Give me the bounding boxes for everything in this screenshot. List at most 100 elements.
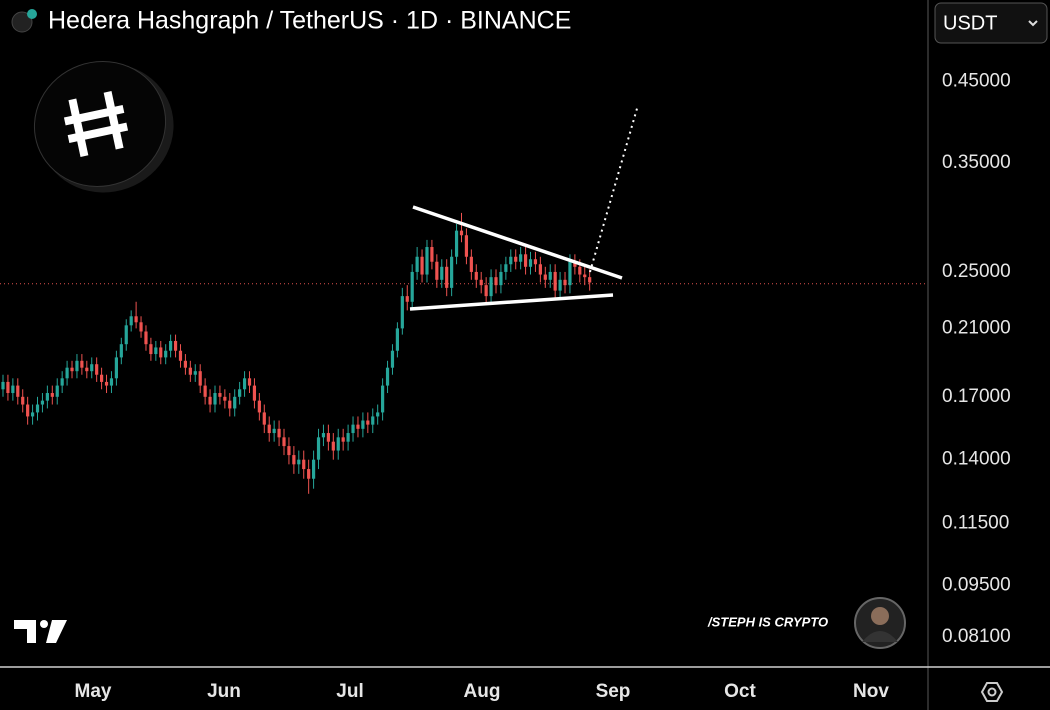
candle-body	[124, 325, 128, 345]
x-tick-label: Jun	[207, 681, 241, 702]
candle-body	[208, 396, 212, 405]
candle-body	[272, 428, 276, 434]
currency-label[interactable]: USDT	[943, 12, 997, 34]
candle-body	[361, 420, 365, 429]
settings-icon[interactable]	[980, 682, 1004, 702]
candle-body	[26, 404, 30, 417]
candle-body	[164, 350, 168, 358]
candle-body	[420, 256, 424, 275]
candle-body	[80, 360, 84, 368]
candle-body	[479, 279, 483, 286]
y-tick-label: 0.25000	[942, 261, 1011, 282]
candle-body	[464, 235, 469, 257]
dropdown-chevron	[1028, 20, 1038, 27]
upper-trendline	[412, 205, 623, 280]
candle-body	[504, 264, 508, 272]
currency-button[interactable]	[934, 2, 1048, 44]
candle-body	[129, 316, 133, 326]
candle-body	[415, 256, 419, 272]
candle-body	[366, 420, 370, 425]
candle-body	[134, 316, 138, 323]
y-tick-label: 0.09500	[942, 574, 1011, 595]
candle-body	[282, 437, 286, 447]
candle-body	[154, 347, 158, 355]
candle-body	[198, 371, 202, 386]
x-tick-label: Jul	[336, 681, 363, 702]
candle-body	[173, 340, 178, 351]
candle-body	[390, 350, 395, 368]
candle-body	[203, 385, 207, 397]
chart-title: Hedera Hashgraph / TetherUS · 1D · BINAN…	[48, 7, 571, 35]
y-tick-label: 0.14000	[942, 449, 1011, 470]
candle-body	[149, 344, 153, 355]
candle-body	[188, 367, 192, 375]
candle-body	[114, 357, 118, 379]
candle-body	[50, 393, 54, 397]
candle-body	[405, 296, 409, 302]
candle-body	[336, 437, 340, 451]
candle-body	[238, 389, 242, 397]
watermark: /STEPH IS CRYPTO	[707, 614, 828, 629]
candle-body	[489, 277, 493, 297]
candle-body	[6, 381, 10, 394]
candle-body	[400, 296, 404, 329]
candle-body	[351, 424, 355, 434]
candle-body	[60, 378, 64, 386]
candle-body	[75, 360, 79, 372]
candle-body	[297, 459, 301, 465]
candle-body	[104, 381, 109, 386]
candle-body	[469, 256, 473, 272]
candle-body	[558, 279, 562, 291]
candle-body	[548, 271, 552, 280]
candle-body	[223, 396, 227, 401]
candle-body	[262, 412, 266, 425]
hedera-logo	[33, 61, 174, 193]
x-tick-label: Nov	[853, 681, 889, 702]
candle-body	[459, 230, 464, 236]
y-tick-label: 0.08100	[942, 626, 1011, 647]
candle-body	[538, 264, 542, 275]
candle-body	[1, 381, 5, 390]
candle-body	[30, 412, 35, 417]
candle-body	[523, 254, 528, 267]
x-tick-label: Sep	[596, 681, 631, 702]
candle-body	[583, 274, 587, 278]
candle-body	[307, 469, 311, 479]
candle-body	[193, 371, 197, 375]
candle-body	[183, 360, 188, 368]
x-tick-label: May	[75, 681, 112, 702]
candle-body	[213, 393, 217, 405]
candle-body	[40, 400, 45, 405]
candle-body	[55, 385, 59, 397]
candle-body	[519, 254, 523, 262]
candle-body	[346, 433, 350, 442]
y-tick-label: 0.35000	[942, 152, 1011, 173]
candle-body	[371, 416, 375, 425]
candle-body	[35, 404, 40, 413]
candle-body	[385, 367, 390, 386]
candle-body	[119, 344, 123, 358]
candle-body	[144, 331, 148, 345]
candle-body	[247, 378, 252, 386]
candle-body	[100, 374, 104, 382]
candle-body	[494, 277, 498, 286]
candle-body	[257, 400, 261, 413]
candle-body	[109, 378, 114, 386]
candle-body	[440, 266, 444, 280]
candle-body	[356, 424, 360, 429]
x-tick-label: Oct	[724, 681, 756, 702]
candle-body	[430, 247, 434, 262]
y-tick-label: 0.11500	[942, 512, 1009, 533]
y-tick-label: 0.45000	[942, 71, 1011, 92]
candle-body	[233, 396, 237, 409]
candle-body	[484, 285, 488, 297]
candle-body	[228, 400, 232, 409]
candle-body	[331, 441, 335, 451]
candle-body	[277, 428, 281, 438]
candle-body	[376, 412, 380, 417]
candle-body	[287, 446, 291, 456]
candle-body	[11, 385, 15, 394]
candle-body	[159, 347, 163, 358]
candle-body	[169, 340, 173, 351]
